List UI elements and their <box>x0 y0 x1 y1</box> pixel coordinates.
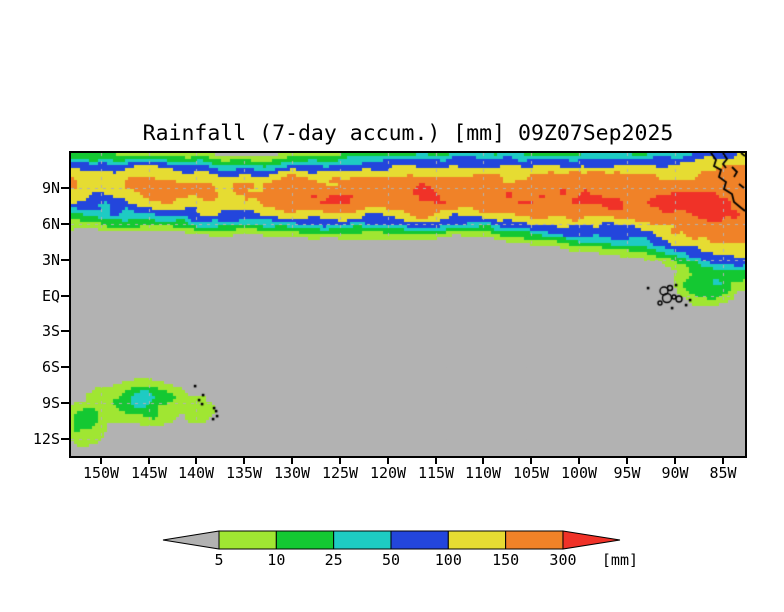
lat-tick-label: 6S <box>41 358 60 376</box>
lat-tick <box>61 223 69 225</box>
rainfall-heatmap-canvas <box>71 153 745 456</box>
plot-title: Rainfall (7-day accum.) [mm] 09Z07Sep202… <box>142 121 674 146</box>
lat-tick <box>61 295 69 297</box>
lon-tick-label: 145W <box>130 464 168 482</box>
lon-tick <box>435 458 437 464</box>
lon-tick <box>578 458 580 464</box>
lon-tick-label: 105W <box>512 464 550 482</box>
lon-tick-label: 125W <box>321 464 359 482</box>
lon-tick <box>100 458 102 464</box>
colorbar-boundary-label: 100 <box>435 551 462 569</box>
lon-tick <box>387 458 389 464</box>
colorbar-low-arrow <box>162 530 220 550</box>
lat-tick-label: 6N <box>41 215 60 233</box>
lat-tick-label: 12S <box>32 430 60 448</box>
lon-tick <box>243 458 245 464</box>
lon-tick-label: 95W <box>613 464 641 482</box>
lon-tick <box>195 458 197 464</box>
lon-tick <box>339 458 341 464</box>
lat-tick-label: EQ <box>41 287 60 305</box>
colorbar-boundary-label: 5 <box>214 551 223 569</box>
colorbar-bin-100-150 <box>447 530 507 550</box>
lon-tick-label: 90W <box>661 464 689 482</box>
lon-tick <box>530 458 532 464</box>
lon-tick-label: 110W <box>464 464 502 482</box>
colorbar-unit-label: [mm] <box>602 551 638 569</box>
lon-tick-label: 85W <box>709 464 737 482</box>
lat-tick-label: 3S <box>41 322 60 340</box>
lon-tick-label: 135W <box>225 464 263 482</box>
lat-tick <box>61 330 69 332</box>
lat-tick-label: 3N <box>41 251 60 269</box>
lon-tick-label: 100W <box>560 464 598 482</box>
lon-tick-label: 115W <box>417 464 455 482</box>
colorbar-boundary-label: 300 <box>549 551 576 569</box>
colorbar-boundary-label: 25 <box>325 551 343 569</box>
colorbar-boundary-label: 50 <box>382 551 400 569</box>
lat-tick <box>61 366 69 368</box>
colorbar-bin-50-100 <box>390 530 449 550</box>
colorbar-bin-25-50 <box>333 530 392 550</box>
colorbar-bin-150-300 <box>505 530 564 550</box>
lon-tick <box>722 458 724 464</box>
map-frame <box>69 151 747 458</box>
lat-tick <box>61 402 69 404</box>
lon-tick <box>626 458 628 464</box>
lat-tick <box>61 438 69 440</box>
colorbar-bin-10-25 <box>275 530 335 550</box>
lon-tick-label: 150W <box>82 464 120 482</box>
lon-tick-label: 130W <box>273 464 311 482</box>
lat-tick <box>61 259 69 261</box>
colorbar-boundary-label: 10 <box>267 551 285 569</box>
colorbar-legend: 5 10 25 50 100 150 300 [mm] <box>0 526 784 580</box>
colorbar-boundary-label: 150 <box>492 551 519 569</box>
lon-tick <box>482 458 484 464</box>
lat-tick-label: 9N <box>41 179 60 197</box>
lon-tick-label: 120W <box>369 464 407 482</box>
colorbar-bin-5-10 <box>218 530 277 550</box>
colorbar-high-arrow <box>562 530 621 550</box>
lon-tick <box>291 458 293 464</box>
lat-tick <box>61 187 69 189</box>
lat-tick-label: 9S <box>41 394 60 412</box>
lon-tick <box>148 458 150 464</box>
lon-tick <box>674 458 676 464</box>
lon-tick-label: 140W <box>177 464 215 482</box>
colorbar-svg: 5 10 25 50 100 150 300 [mm] <box>162 530 638 569</box>
